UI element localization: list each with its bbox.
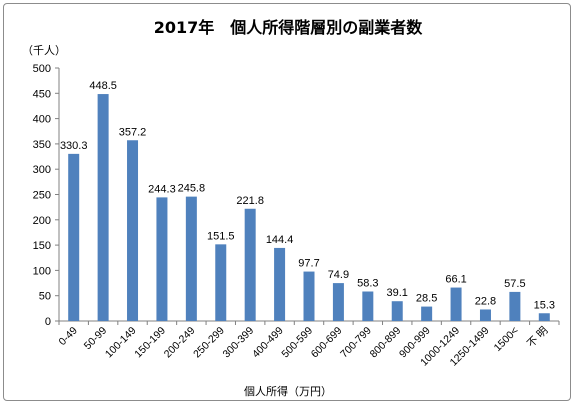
x-tick-label: 800-899 <box>368 325 404 361</box>
y-tick-label: 450 <box>33 88 51 100</box>
bar <box>509 291 521 321</box>
x-tick-label: 50-99 <box>82 325 110 353</box>
y-tick-label: 0 <box>45 316 51 328</box>
x-tick-label: 500-599 <box>279 325 315 361</box>
bar <box>185 196 197 321</box>
x-tick-label: 0-49 <box>56 325 79 348</box>
data-label: 245.8 <box>178 183 206 195</box>
y-tick-label: 250 <box>33 190 51 202</box>
x-tick-label: 250-299 <box>191 325 227 361</box>
data-label: 57.5 <box>504 278 525 290</box>
data-label: 151.5 <box>207 230 235 242</box>
data-label: 330.3 <box>60 140 88 152</box>
data-label: 357.2 <box>119 126 147 138</box>
bar <box>127 140 139 321</box>
x-tick-label: 不 明 <box>525 325 550 350</box>
y-axis-unit-label: （千人） <box>22 44 66 57</box>
x-tick-label: 300-399 <box>221 325 257 361</box>
bar <box>450 287 462 321</box>
bar <box>215 244 227 321</box>
bar <box>332 283 344 321</box>
data-label: 39.1 <box>387 287 408 299</box>
x-tick-label: 200-249 <box>162 325 198 361</box>
data-label: 97.7 <box>298 258 319 270</box>
chart-title: 2017年 個人所得階層別の副業者数 <box>153 18 423 37</box>
data-label: 144.4 <box>266 234 294 246</box>
bar <box>68 153 80 321</box>
y-tick-label: 50 <box>39 291 51 303</box>
x-tick-label: 1500< <box>492 325 521 354</box>
bar <box>391 301 403 321</box>
bar <box>156 197 168 321</box>
bar <box>479 309 491 321</box>
y-tick-label: 100 <box>33 265 51 277</box>
data-label: 28.5 <box>416 293 437 305</box>
data-label: 66.1 <box>445 274 466 286</box>
data-label: 221.8 <box>236 195 264 207</box>
data-label: 448.5 <box>89 80 117 92</box>
y-tick-label: 300 <box>33 164 51 176</box>
y-tick-label: 400 <box>33 114 51 126</box>
bar <box>303 271 315 321</box>
y-tick-label: 200 <box>33 215 51 227</box>
x-tick-label: 400-499 <box>250 325 286 361</box>
data-label: 15.3 <box>534 299 555 311</box>
data-label: 244.3 <box>148 183 176 195</box>
x-axis-title: 個人所得（万円） <box>244 385 332 398</box>
y-tick-label: 350 <box>33 139 51 151</box>
x-tick-label: 100-149 <box>103 325 139 361</box>
bar <box>97 94 109 322</box>
data-label: 22.8 <box>475 295 496 307</box>
x-tick-label: 600-699 <box>309 325 345 361</box>
x-tick-label: 700-799 <box>338 325 374 361</box>
bar <box>362 291 374 321</box>
bar <box>274 247 286 321</box>
bar <box>538 313 550 321</box>
data-label: 58.3 <box>357 278 378 290</box>
y-tick-label: 150 <box>33 240 51 252</box>
bar <box>421 306 433 321</box>
y-tick-label: 500 <box>33 63 51 75</box>
data-label: 74.9 <box>328 269 349 281</box>
x-tick-label: 150-199 <box>132 325 168 361</box>
bar <box>244 208 256 321</box>
